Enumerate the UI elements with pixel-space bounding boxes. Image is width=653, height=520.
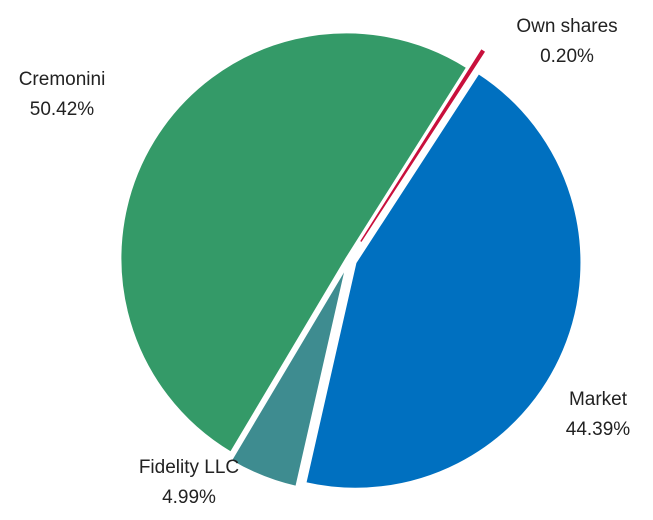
slice-value-label: 0.20% bbox=[540, 46, 594, 67]
slice-label: Fidelity LLC bbox=[139, 457, 239, 478]
slice-value-label: 4.99% bbox=[162, 487, 216, 508]
slice-value-label: 50.42% bbox=[30, 99, 95, 120]
pie-slice bbox=[119, 31, 469, 454]
pie-slice bbox=[304, 71, 583, 490]
slice-label: Market bbox=[569, 389, 628, 410]
pie-slice bbox=[229, 265, 348, 489]
slice-label: Own shares bbox=[516, 16, 617, 37]
slice-label: Cremonini bbox=[19, 69, 106, 90]
pie-slice bbox=[360, 49, 485, 242]
slice-value-label: 44.39% bbox=[566, 419, 631, 440]
